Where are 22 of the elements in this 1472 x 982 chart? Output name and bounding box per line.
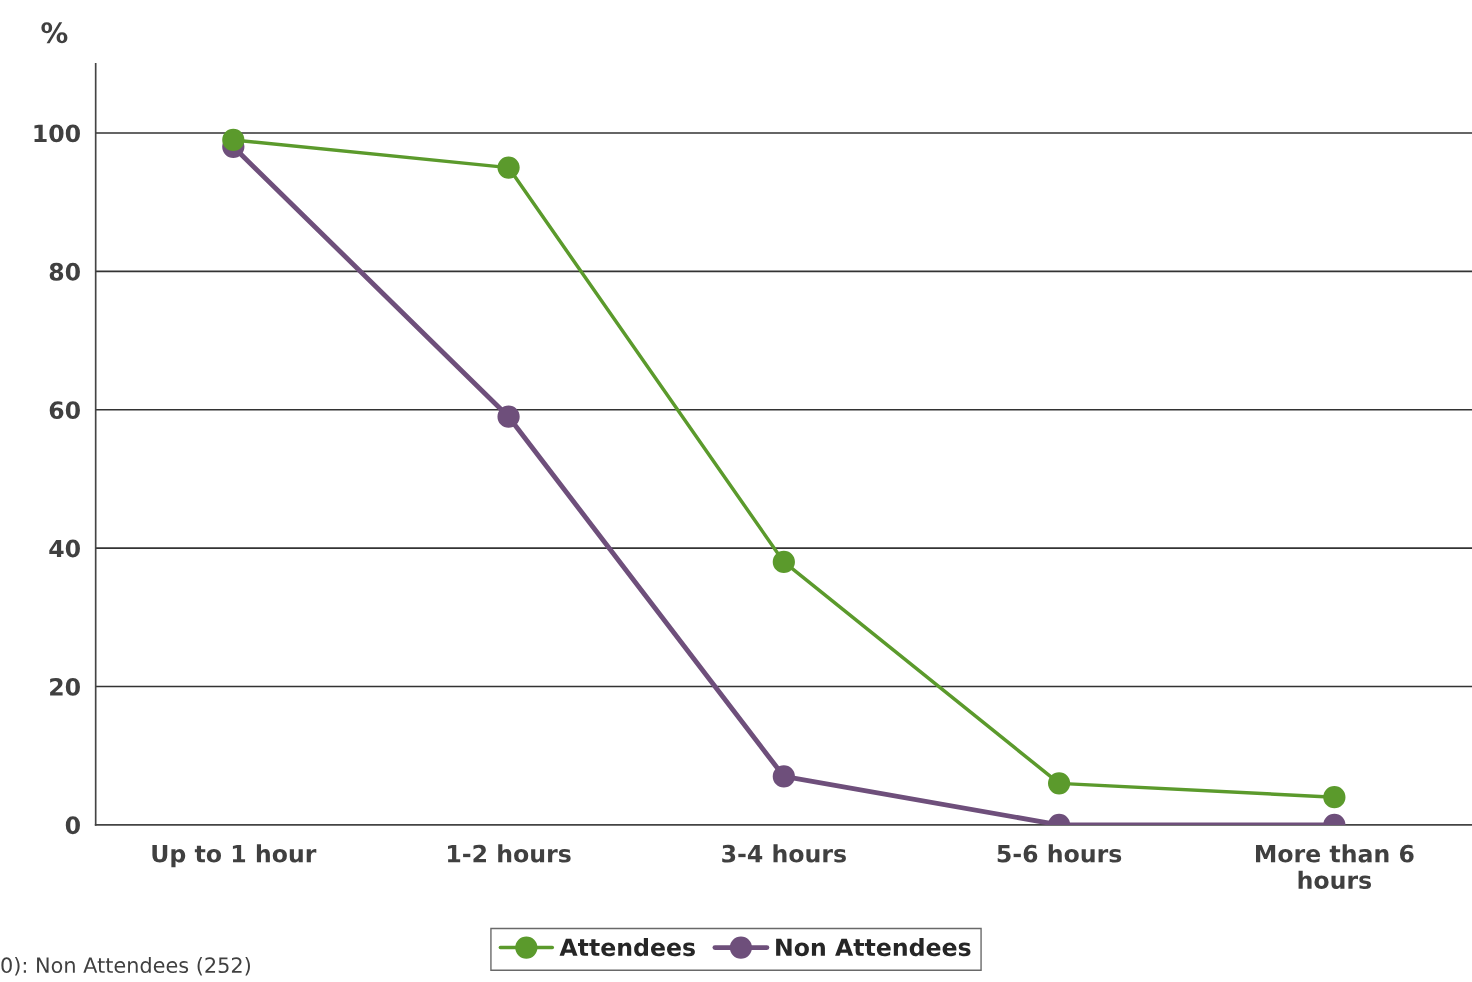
point (497, 405, 520, 428)
x-tick-label: 1-2 hours (448, 844, 571, 863)
x-tick-label: 5-6 hours (997, 844, 1122, 863)
y-tick-label: 100 (34, 124, 80, 143)
point (772, 765, 795, 788)
y-tick-label: 0 (65, 816, 80, 835)
y-axis-title: % (41, 22, 68, 44)
legend-label: Attendees (559, 937, 695, 957)
y-tick-label: 60 (49, 401, 80, 420)
legend-label: Non Attendees (776, 937, 971, 957)
x-tick-label: More than 6 hours (1256, 844, 1414, 890)
point (1323, 786, 1346, 809)
point (497, 156, 520, 179)
y-tick-label: 20 (50, 677, 80, 696)
y-tick-label: 40 (49, 539, 80, 558)
point (1047, 772, 1071, 795)
text: 0): Non Attendees (252) (1, 956, 250, 976)
x-tick-label: 3-4 hours (722, 844, 846, 863)
point (772, 550, 795, 574)
point (222, 128, 245, 152)
x-tick-label: Up to 1 hour (152, 844, 317, 868)
y-tick-label: 80 (49, 262, 80, 281)
